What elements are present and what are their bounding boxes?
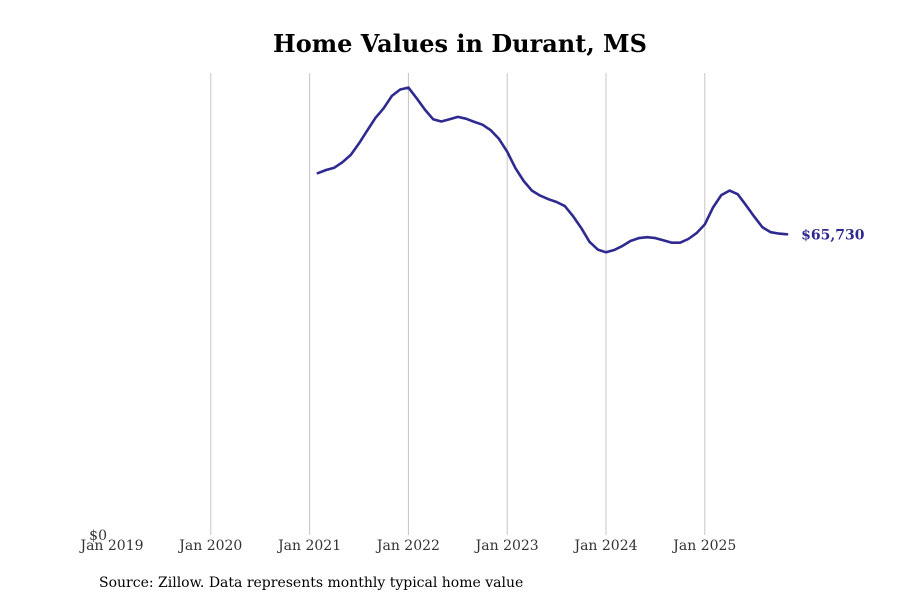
y-tick-label: $0 [89, 528, 107, 544]
source-note: Source: Zillow. Data represents monthly … [99, 575, 523, 591]
series-line [316, 86, 789, 254]
x-tick-label: Jan 2022 [375, 538, 440, 554]
x-tick-label: Jan 2024 [572, 538, 637, 554]
gridlines [210, 73, 706, 535]
y-axis-ticks: $0 [89, 528, 107, 544]
chart-title: Home Values in Durant, MS [273, 29, 647, 58]
x-axis-ticks: Jan 2019 Jan 2020 Jan 2021 Jan 2022 Jan 2023… [78, 538, 736, 554]
x-tick-label: Jan 2025 [671, 538, 736, 554]
x-tick-label: Jan 2021 [276, 538, 341, 554]
x-tick-label: Jan 2019 [78, 538, 143, 554]
x-tick-label: Jan 2020 [177, 538, 242, 554]
x-tick-label: Jan 2023 [474, 538, 539, 554]
end-value-label: $65,730 [801, 227, 865, 243]
